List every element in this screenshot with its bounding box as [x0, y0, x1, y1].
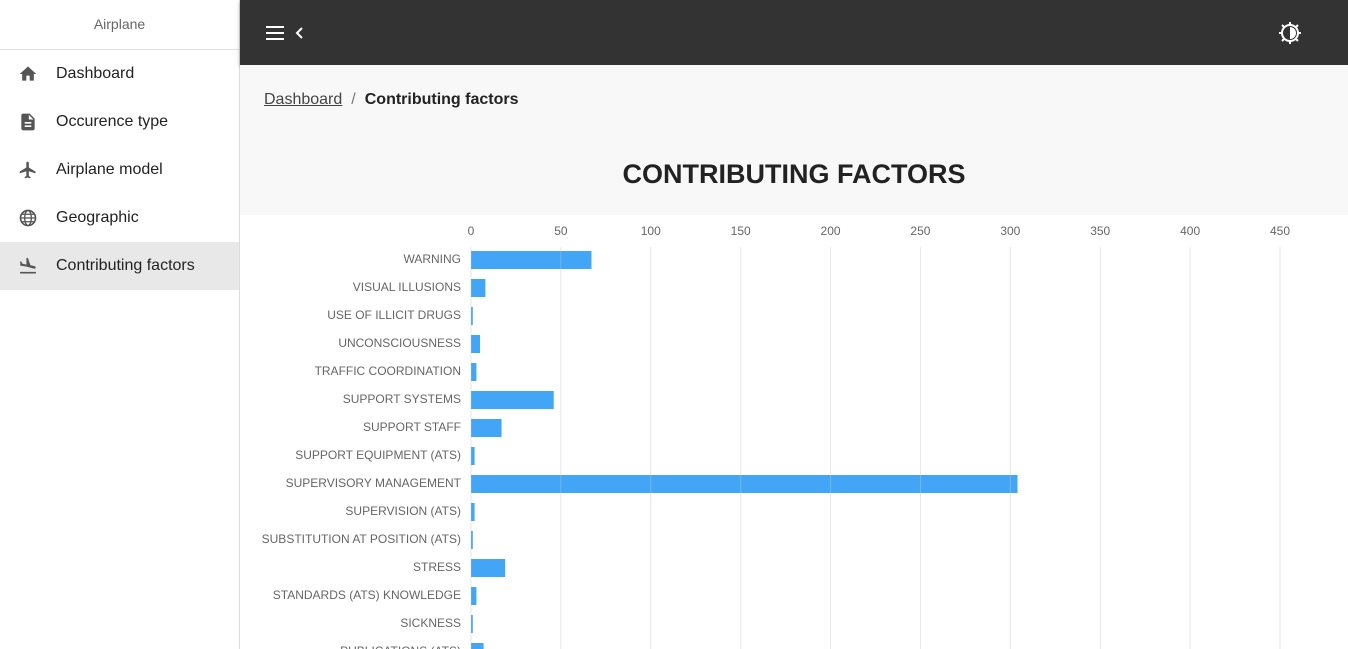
- nav-label: Contributing factors: [56, 257, 195, 274]
- bar: [471, 475, 1018, 493]
- app-bar: [240, 0, 1348, 65]
- nav-item[interactable]: Geographic: [0, 194, 239, 242]
- bar: [471, 615, 473, 633]
- breadcrumb-current: Contributing factors: [364, 91, 519, 108]
- y-tick-label: SUPERVISORY MANAGEMENT: [286, 476, 462, 490]
- x-tick-label: 250: [910, 224, 930, 238]
- icon-home: [19, 66, 37, 81]
- y-tick-label: SUPPORT EQUIPMENT (ATS): [295, 448, 461, 462]
- nav-label: Occurence type: [56, 113, 169, 130]
- y-tick-label: UNCONSCIOUSNESS: [338, 336, 461, 350]
- y-tick-label: SICKNESS: [400, 616, 461, 630]
- nav-item[interactable]: Occurence type: [0, 98, 239, 146]
- y-tick-label: STRESS: [413, 560, 461, 574]
- breadcrumb: Dashboard / Contributing factors: [264, 91, 519, 109]
- nav-item[interactable]: Contributing factors: [0, 242, 239, 290]
- x-tick-label: 400: [1180, 224, 1200, 238]
- bar: [471, 391, 554, 409]
- bar: [471, 447, 475, 465]
- y-tick-label: PUBLICATIONS (ATS): [340, 644, 461, 649]
- nav-label: Dashboard: [56, 65, 135, 82]
- bar: [471, 531, 473, 549]
- brand: Airplane: [0, 0, 239, 50]
- y-tick-label: WARNING: [403, 252, 461, 266]
- icon-landing: [20, 257, 36, 274]
- y-tick-label: SUBSTITUTION AT POSITION (ATS): [262, 532, 461, 546]
- bar: [471, 643, 484, 649]
- nav-item[interactable]: Dashboard: [0, 50, 239, 98]
- x-tick-label: 0: [468, 224, 475, 238]
- x-tick-label: 100: [641, 224, 661, 238]
- sidebar: Airplane Dashboard Occurence type Airpla…: [0, 0, 240, 649]
- y-tick-label: TRAFFIC COORDINATION: [315, 364, 461, 378]
- y-tick-label: USE OF ILLICIT DRUGS: [327, 308, 461, 322]
- bar: [471, 279, 486, 297]
- theme-button[interactable]: [1279, 22, 1301, 44]
- bar: [471, 307, 473, 325]
- breadcrumb-link[interactable]: Dashboard: [264, 91, 343, 108]
- content-header: Dashboard / Contributing factors CONTRIBUT…: [240, 65, 1348, 215]
- nav-label: Airplane model: [56, 161, 163, 178]
- chart-title: CONTRIBUTING FACTORS: [622, 159, 966, 189]
- x-tick-label: 150: [731, 224, 751, 238]
- separator: /: [351, 91, 356, 108]
- app-bar-icons: [266, 22, 1301, 44]
- y-tick-label: VISUAL ILLUSIONS: [353, 280, 461, 294]
- chart: 0 50 100 150 200 250 300 350 400 450 WARNING VISUAL…: [262, 224, 1290, 649]
- x-tick-label: 300: [1000, 224, 1020, 238]
- y-tick-label: SUPPORT SYSTEMS: [343, 392, 461, 406]
- y-tick-label: SUPPORT STAFF: [363, 420, 461, 434]
- x-tick-label: 200: [821, 224, 841, 238]
- nav-item[interactable]: Airplane model: [0, 146, 239, 194]
- bar: [471, 559, 506, 577]
- bar: [471, 251, 592, 269]
- bar: [471, 363, 477, 381]
- bar: [471, 419, 502, 437]
- x-tick-label: 450: [1270, 224, 1290, 238]
- bar: [471, 503, 475, 521]
- nav-label: Geographic: [56, 209, 139, 226]
- x-tick-label: 350: [1090, 224, 1110, 238]
- bar: [471, 587, 477, 605]
- icon-doc: [21, 113, 35, 131]
- y-tick-label: STANDARDS (ATS) KNOWLEDGE: [273, 588, 461, 602]
- x-tick-label: 50: [554, 224, 568, 238]
- icon-globe: [19, 209, 37, 227]
- bar: [471, 335, 480, 353]
- menu-button[interactable]: [266, 26, 303, 40]
- y-tick-label: SUPERVISION (ATS): [345, 504, 461, 518]
- icon-plane: [19, 161, 36, 179]
